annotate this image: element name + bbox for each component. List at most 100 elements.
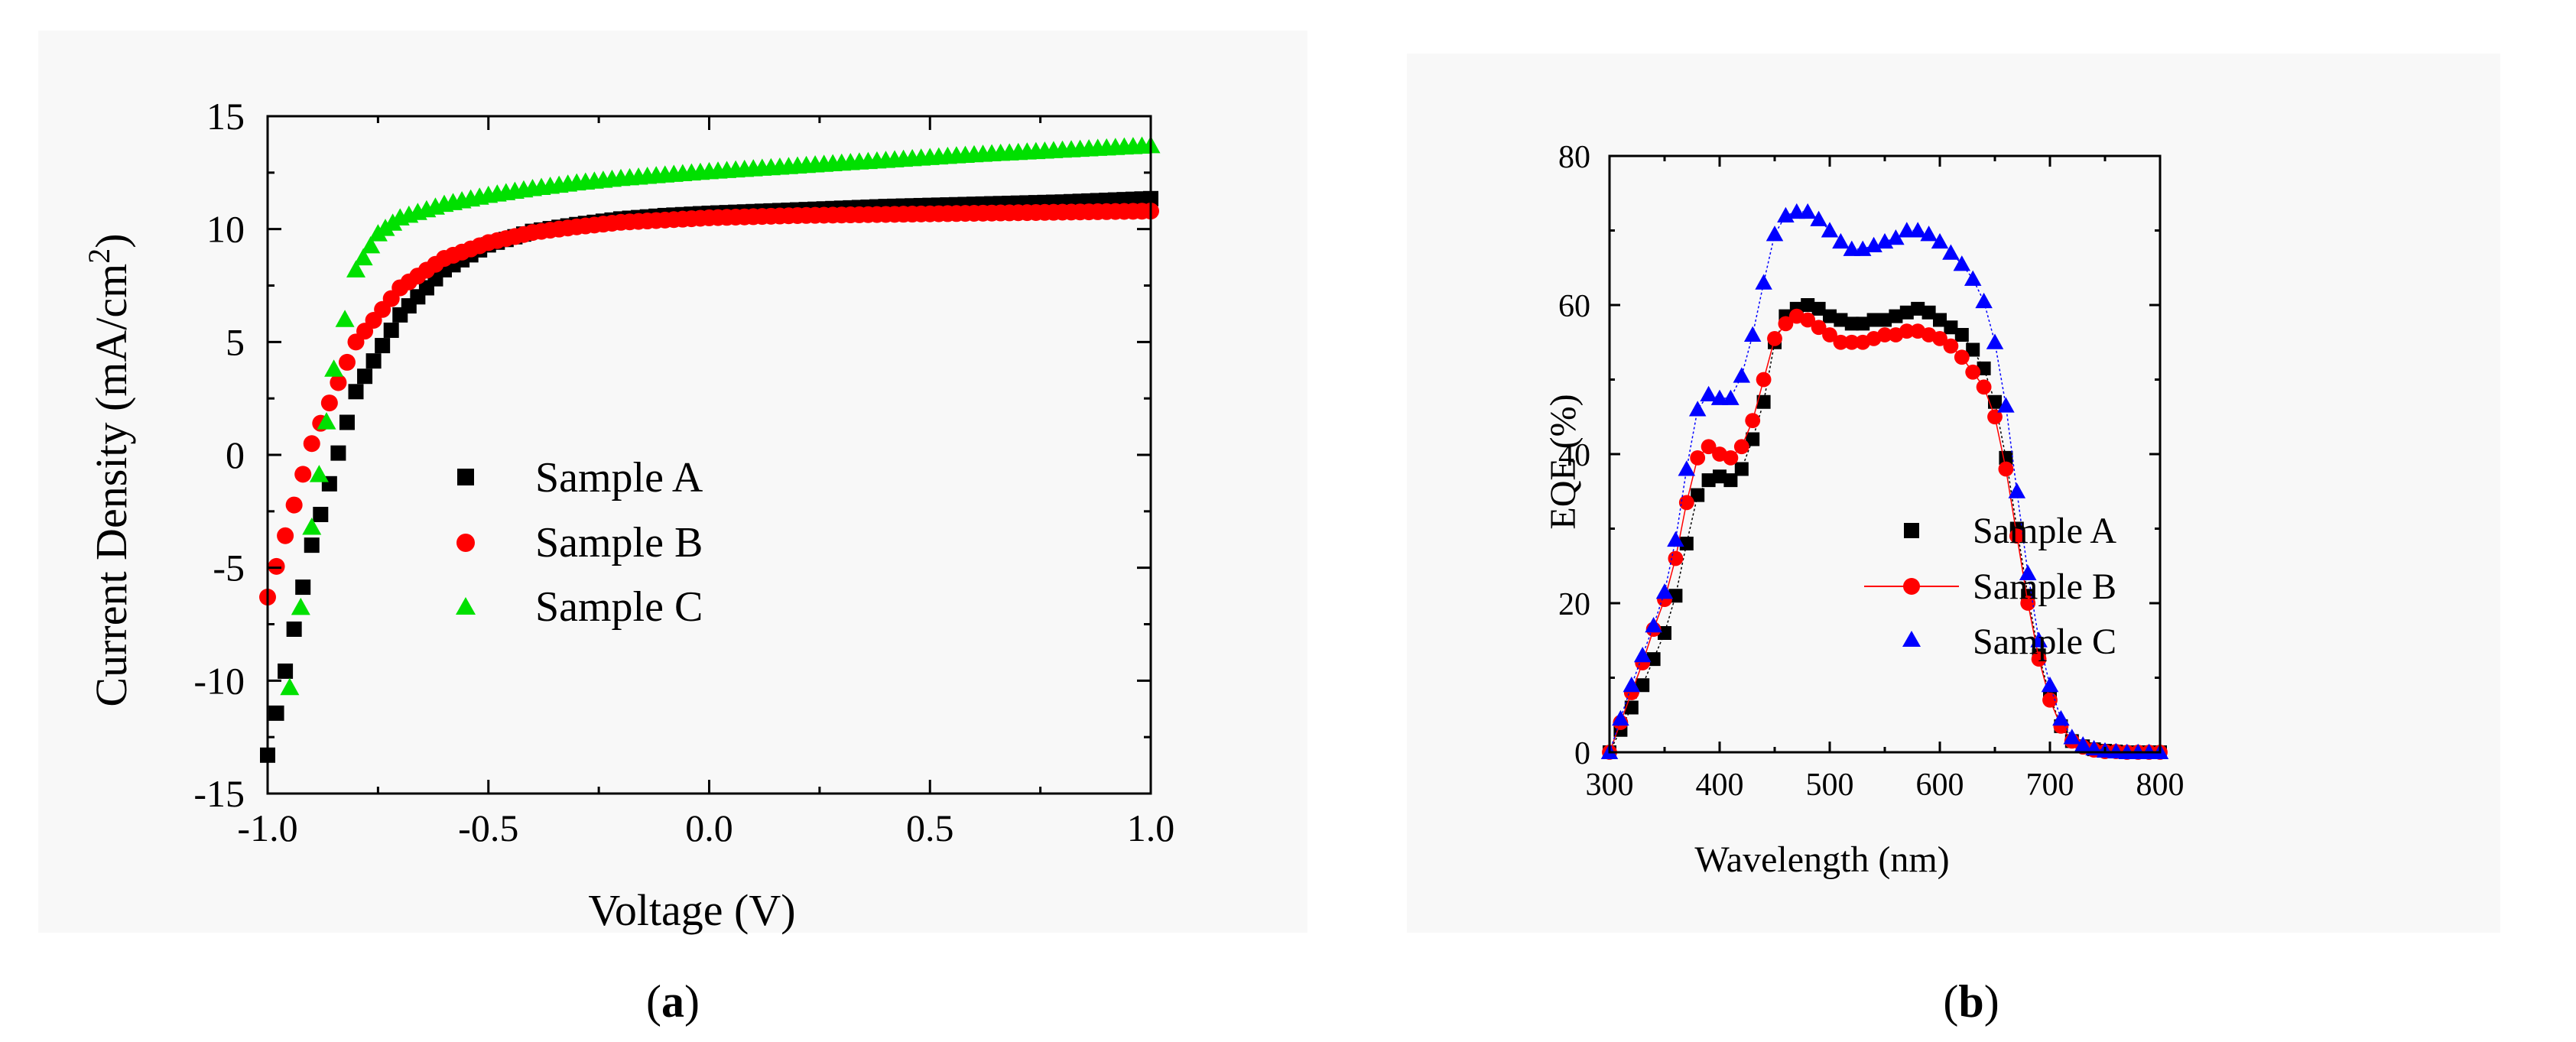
panel-b-series-1-point-21 — [1833, 334, 1849, 350]
panel-a-x-tick-label-2: 0.0 — [685, 807, 733, 849]
panel-b-series-0-point-32 — [1954, 328, 1969, 342]
panel-a-series-1 — [259, 203, 1159, 606]
panel-b-series-2-point-9 — [1700, 385, 1717, 401]
panel-b-series-1-point-36 — [1998, 461, 2014, 477]
panel-b-series-0-point-25 — [1878, 313, 1892, 327]
panel-a-series-0-point-4 — [295, 579, 311, 596]
panel-b-series-0-point-14 — [1756, 394, 1771, 409]
panel-a-series-0-point-5 — [304, 537, 320, 553]
panel-b-series-0-point-33 — [1966, 342, 1980, 357]
panel-a-y-axis-label-main: Current Density (mA/cm — [86, 264, 136, 707]
panel-b-series-2-point-46 — [2107, 742, 2125, 759]
panel-b-series-2-point-42 — [2063, 729, 2081, 745]
panel-b-series-2-point-5 — [1655, 583, 1674, 599]
panel-a-series-1-point-2 — [277, 527, 294, 544]
panel-a-series-1-point-3 — [285, 496, 303, 514]
panel-b-series-0-point-8 — [1691, 488, 1705, 502]
panel-a-x-axis-label: Voltage (V) — [588, 885, 795, 935]
panel-b-series-1-point-18 — [1800, 312, 1816, 328]
panel-a-y-tick-label-5: 10 — [206, 208, 245, 251]
panel-b-y-tick-label-0: 0 — [1574, 736, 1590, 771]
panel-a-series-1-point-7 — [320, 394, 338, 412]
panel-b-series-2-point-31 — [1942, 244, 1960, 260]
panel-b-series-0-point-5 — [1658, 626, 1671, 640]
panel-a-series-1-point-5 — [303, 435, 320, 453]
panel-b-series-0-point-10 — [1713, 469, 1727, 484]
panel-a-legend-marker-sample-c — [456, 597, 476, 615]
panel-b-series-2-point-20 — [1821, 222, 1839, 238]
panel-b-series-2-point-2 — [1623, 677, 1641, 693]
panel-b-series-0-point-11 — [1723, 473, 1738, 488]
panel-b-series-1-point-31 — [1943, 338, 1959, 354]
panel-b-series-0-point-26 — [1889, 309, 1903, 323]
panel-b-series-0-point-6 — [1668, 589, 1683, 603]
panel-b-series-1-point-33 — [1965, 364, 1981, 380]
panel-b-x-tick-label-4: 700 — [2026, 768, 2074, 803]
panel-b-y-tick-label-1: 20 — [1558, 587, 1590, 622]
panel-a-series-2-point-1 — [291, 597, 310, 615]
panel-b-legend-label-sample-b: Sample B — [1973, 566, 2116, 607]
panel-a-series-0-point-3 — [286, 621, 302, 637]
panel-a-series-0-point-9 — [339, 414, 355, 430]
panel-a-series-2 — [280, 135, 1161, 696]
panel-a-caption-letter: a — [661, 976, 684, 1027]
panel-b-y-axis-label: EQE (%) — [1543, 394, 1584, 529]
panel-b-series-2-point-37 — [2008, 482, 2026, 498]
panel-b-series-2-point-39 — [2030, 631, 2048, 648]
panel-b-series-2-point-19 — [1810, 210, 1827, 226]
panel-a-legend-label-sample-b: Sample B — [535, 519, 703, 566]
panel-a-series-0-point-11 — [357, 368, 373, 385]
panel-b-x-tick-label-2: 500 — [1806, 768, 1854, 803]
panel-b-series-2-point-26 — [1887, 229, 1905, 245]
panel-b-series-0-point-31 — [1944, 320, 1958, 335]
panel-a-series-2-point-9 — [361, 235, 381, 254]
panel-b-series-1-point-37 — [2009, 528, 2025, 544]
panel-b-series-1-point-20 — [1822, 327, 1837, 342]
panel-b-legend-marker-sample-a — [1904, 523, 1919, 538]
panel-a-y-tick-label-1: -10 — [193, 659, 245, 702]
panel-a-series-0-point-8 — [330, 445, 346, 461]
panel-b-series-layer — [1600, 203, 2169, 760]
panel-b-series-1-point-9 — [1701, 439, 1717, 455]
panel-b-series-1-point-12 — [1733, 439, 1749, 455]
panel-a-y-tick-label-4: 5 — [226, 320, 245, 363]
panel-b-legend: Sample A Sample B Sample C — [1864, 511, 2116, 662]
panel-a-series-layer — [259, 135, 1161, 763]
panel-b-series-2-point-21 — [1832, 232, 1850, 249]
panel-b-series-2-point-10 — [1710, 389, 1729, 405]
panel-b-series-1-point-16 — [1778, 316, 1794, 332]
panel-b-series-2-point-3 — [1633, 647, 1652, 663]
panel-a-series-0-point-1 — [268, 705, 284, 721]
panel-b-background — [1407, 54, 2500, 933]
panel-b-x-axis-label: Wavelength (nm) — [1694, 839, 1949, 880]
panel-b-caption-close: ) — [1984, 976, 1999, 1027]
panel-b-series-2-point-41 — [2052, 709, 2070, 726]
panel-b-series-0-point-24 — [1866, 313, 1881, 327]
panel-b-y-tick-label-2: 40 — [1558, 438, 1590, 473]
panel-a-y-tick-label-6: 15 — [206, 95, 245, 138]
panel-b-series-2-point-12 — [1733, 367, 1751, 383]
panel-a-caption-label: (a) — [646, 976, 700, 1027]
panel-b-series-0-point-20 — [1823, 309, 1837, 323]
panel-b-legend-marker-sample-b — [1903, 578, 1920, 595]
panel-a-y-tick-label-0: -15 — [193, 772, 245, 815]
panel-a-series-0-point-13 — [375, 338, 391, 354]
panel-b-series-2-point-13 — [1743, 326, 1762, 342]
panel-a-series-0-point-12 — [365, 353, 382, 369]
panel-a-legend-marker-sample-a — [457, 469, 474, 485]
panel-b-series-0-point-3 — [1636, 678, 1650, 693]
panel-b-series-2-point-34 — [1975, 292, 1993, 309]
panel-a-series-1-point-9 — [338, 353, 356, 371]
panel-b-series-1-point-19 — [1811, 320, 1827, 336]
panel-a-x-tick-label-0: -1.0 — [237, 807, 297, 849]
panel-b-series-2-point-17 — [1788, 203, 1806, 219]
panel-b-series-1-point-38 — [2020, 596, 2036, 611]
panel-b-caption-label: (b) — [1943, 976, 1999, 1027]
panel-b: 300 400 500 600 700 800 0 20 40 60 80 Wavelength (… — [1407, 54, 2500, 1027]
panel-b-series-0-point-2 — [1624, 700, 1639, 715]
panel-a-legend-marker-sample-b — [456, 534, 475, 552]
panel-a-y-tick-label-2: -5 — [213, 547, 245, 589]
panel-b-series-1-point-7 — [1678, 495, 1694, 511]
panel-b-series-2-point-32 — [1953, 255, 1971, 271]
